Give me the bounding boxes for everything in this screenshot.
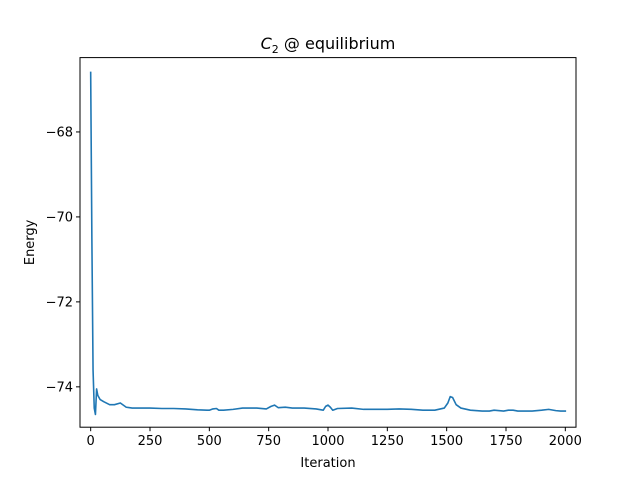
x-tick-label: 250	[138, 434, 163, 449]
x-tick-label: 1500	[430, 434, 463, 449]
y-tick-label: −72	[46, 295, 73, 310]
y-tick-label: −68	[46, 125, 73, 140]
x-tick-label: 1000	[311, 434, 344, 449]
x-tick-label: 2000	[549, 434, 582, 449]
x-tick-label: 1750	[489, 434, 522, 449]
x-axis: 0 250 500 750 1000 1250 1500 1750 2000	[87, 427, 582, 449]
plot-area	[89, 71, 567, 416]
title-subscript: 2	[272, 43, 279, 56]
x-tick-label: 750	[256, 434, 281, 449]
title-main: C	[261, 34, 273, 53]
x-tick-label: 0	[87, 434, 95, 449]
chart-title: C2 @ equilibrium	[261, 34, 396, 56]
y-axis: −74 −72 −70 −68	[46, 125, 80, 395]
x-axis-label: Iteration	[300, 456, 355, 471]
y-tick-label: −70	[46, 210, 73, 225]
energy-series-line	[89, 71, 567, 416]
x-tick-label: 500	[197, 434, 222, 449]
y-tick-label: −74	[46, 380, 73, 395]
x-tick-label: 1250	[371, 434, 404, 449]
y-axis-label: Energy	[23, 219, 38, 265]
title-rest: @ equilibrium	[279, 34, 396, 53]
